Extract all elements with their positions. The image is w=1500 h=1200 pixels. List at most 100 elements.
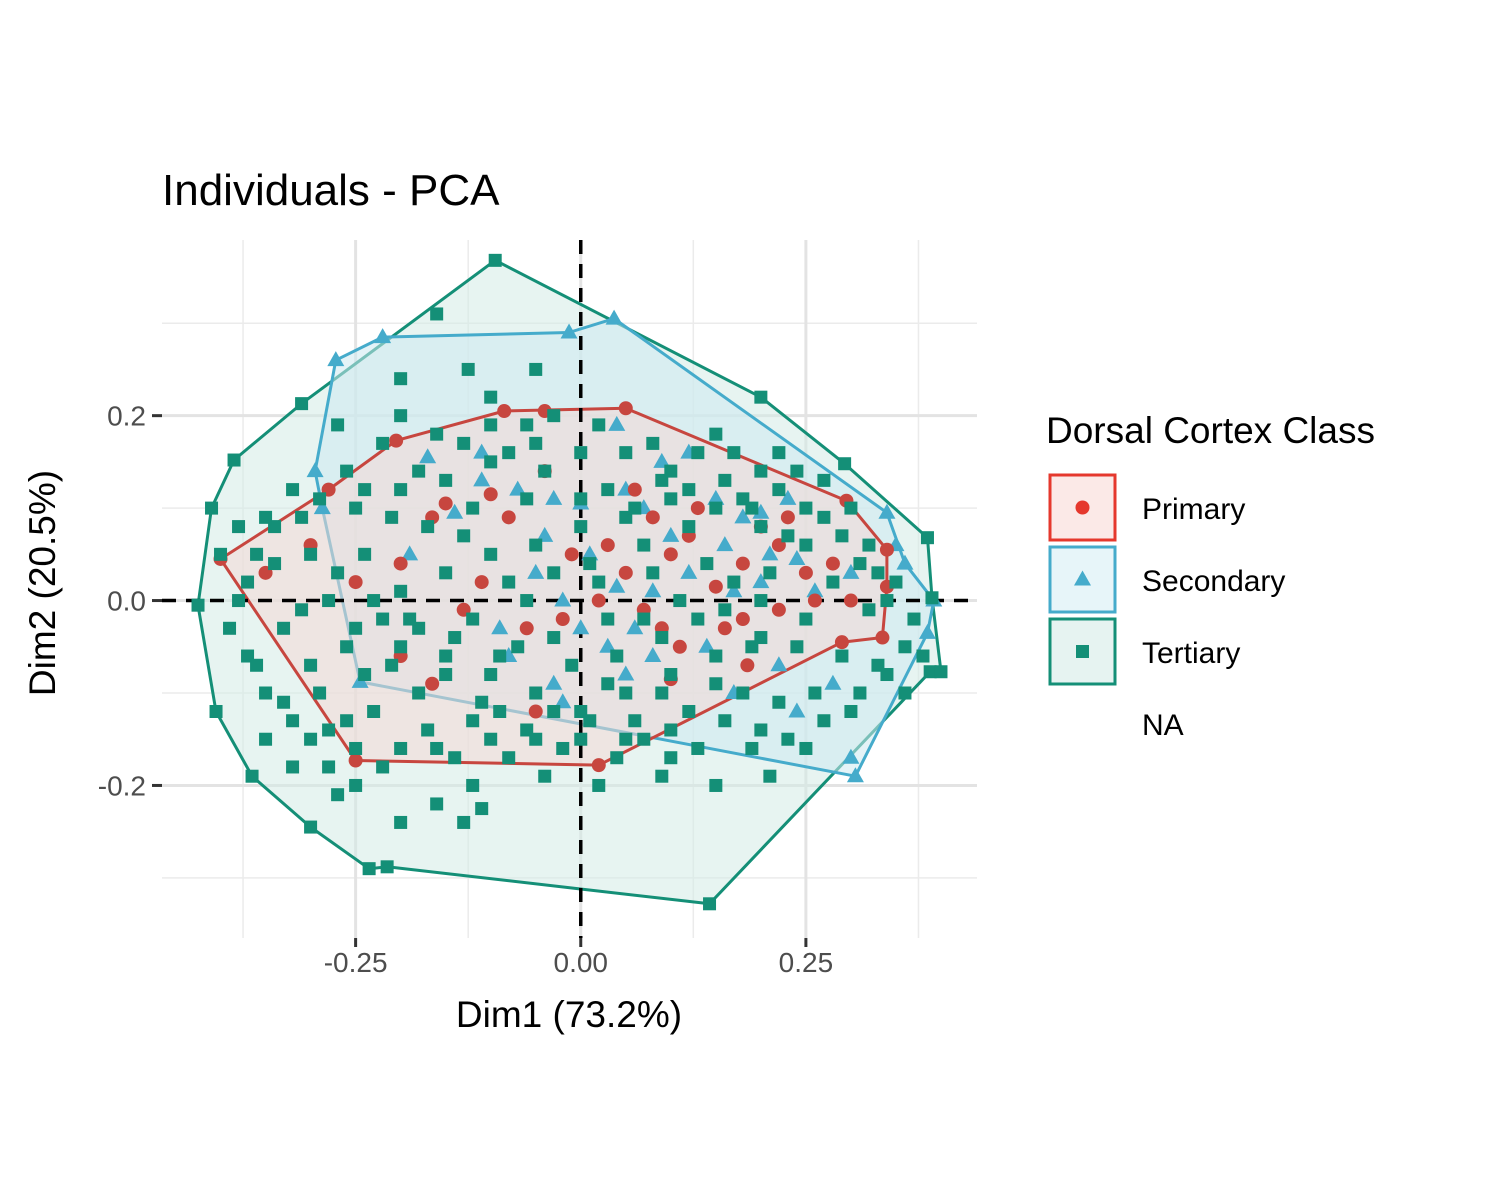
tertiary-point-63: [394, 483, 408, 497]
tertiary-point-92: [520, 594, 534, 608]
primary-point-45: [474, 575, 489, 590]
secondary-point-50: [698, 637, 716, 653]
tertiary-point-80: [754, 520, 768, 534]
secondary-point-46: [509, 480, 527, 496]
tertiary-point-6: [703, 897, 717, 911]
tertiary-point-168: [601, 677, 615, 691]
primary-point-52: [528, 704, 543, 719]
legend-item-na: NA: [1142, 709, 1184, 742]
tertiary-point-98: [736, 686, 750, 700]
tertiary-point-164: [718, 603, 732, 617]
y-tick-label-0: 0.2: [107, 401, 146, 432]
secondary-point-29: [680, 563, 698, 579]
tertiary-point-41: [475, 802, 489, 816]
tertiary-point-210: [502, 446, 516, 460]
legend-marker-secondary: [1074, 570, 1091, 586]
tertiary-point-220: [709, 778, 723, 792]
primary-point-43: [618, 565, 633, 580]
tertiary-point-219: [466, 778, 480, 792]
legend-label-na: NA: [1142, 709, 1184, 742]
tertiary-point-118: [772, 483, 786, 497]
primary-point-36: [740, 658, 755, 673]
secondary-point-25: [761, 545, 779, 561]
tertiary-point-81: [709, 501, 723, 515]
secondary-point-8: [374, 328, 392, 344]
secondary-point-58: [536, 526, 554, 542]
tertiary-point-38: [430, 797, 444, 811]
tertiary-point-157: [403, 612, 417, 626]
tertiary-point-84: [574, 520, 588, 534]
tertiary-point-154: [358, 547, 372, 561]
secondary-point-26: [788, 549, 806, 565]
tertiary-point-171: [439, 668, 453, 682]
tertiary-point-108: [268, 557, 282, 571]
tertiary-point-94: [646, 566, 660, 580]
tertiary-point-208: [691, 446, 705, 460]
tertiary-point-111: [376, 436, 390, 450]
primary-point-22: [663, 547, 678, 562]
primary-point-23: [708, 579, 723, 594]
secondary-point-6: [605, 309, 623, 325]
primary-point-44: [627, 482, 642, 497]
secondary-point-56: [716, 536, 734, 552]
tertiary-point-161: [601, 612, 615, 626]
primary-point-30: [425, 676, 440, 691]
y-tick-label-2: -0.2: [98, 770, 146, 801]
tertiary-point-53: [817, 473, 831, 487]
x-axis-label: Dim1 (73.2%): [456, 994, 682, 1035]
tertiary-point-148: [583, 557, 597, 571]
tertiary-point-50: [889, 575, 903, 589]
tertiary-point-69: [439, 649, 453, 663]
tertiary-point-129: [502, 751, 516, 765]
tertiary-point-135: [421, 723, 435, 737]
tertiary-point-8: [934, 665, 948, 679]
primary-point-13: [438, 496, 453, 511]
tertiary-point-110: [340, 464, 354, 478]
secondary-point-15: [419, 448, 437, 464]
primary-point-10: [389, 433, 404, 448]
primary-point-8: [618, 401, 633, 416]
secondary-point-54: [491, 619, 509, 635]
primary-point-24: [735, 556, 750, 571]
tertiary-point-213: [727, 446, 741, 460]
tertiary-point-156: [367, 594, 381, 608]
tertiary-point-144: [781, 529, 795, 543]
tertiary-point-172: [385, 658, 399, 672]
tertiary-point-196: [637, 732, 651, 746]
tertiary-point-212: [520, 418, 534, 432]
tertiary-point-25: [394, 409, 408, 423]
tertiary-point-189: [898, 640, 912, 654]
tertiary-point-32: [259, 686, 273, 700]
primary-point-2: [591, 758, 606, 773]
secondary-point-32: [527, 563, 545, 579]
tertiary-point-113: [484, 418, 498, 432]
tertiary-point-2: [245, 769, 259, 783]
legend-title: Dorsal Cortex Class: [1046, 410, 1375, 451]
tertiary-point-147: [637, 538, 651, 552]
tertiary-point-37: [331, 788, 345, 802]
tertiary-point-28: [232, 520, 246, 534]
legend-item-tertiary: Tertiary: [1048, 617, 1240, 686]
tertiary-point-199: [484, 732, 498, 746]
primary-point-4: [875, 630, 890, 645]
secondary-point-18: [545, 489, 563, 505]
tertiary-point-182: [574, 492, 588, 506]
tertiary-point-22: [547, 409, 561, 423]
tertiary-point-217: [286, 760, 300, 774]
tertiary-point-13: [488, 253, 502, 267]
primary-point-47: [717, 621, 732, 636]
tertiary-point-194: [745, 741, 759, 755]
legend-marker-primary: [1075, 500, 1090, 515]
tertiary-point-36: [349, 778, 363, 792]
tertiary-point-68: [394, 640, 408, 654]
primary-point-42: [564, 547, 579, 562]
tertiary-point-197: [583, 714, 597, 728]
y-tick-label-1: 0.0: [107, 586, 146, 617]
tertiary-point-190: [880, 668, 894, 682]
secondary-point-23: [752, 503, 770, 519]
tertiary-point-130: [448, 751, 462, 765]
secondary-point-38: [554, 693, 572, 709]
tertiary-point-124: [772, 695, 786, 709]
tertiary-point-109: [295, 510, 309, 524]
tertiary-point-39: [457, 815, 471, 829]
